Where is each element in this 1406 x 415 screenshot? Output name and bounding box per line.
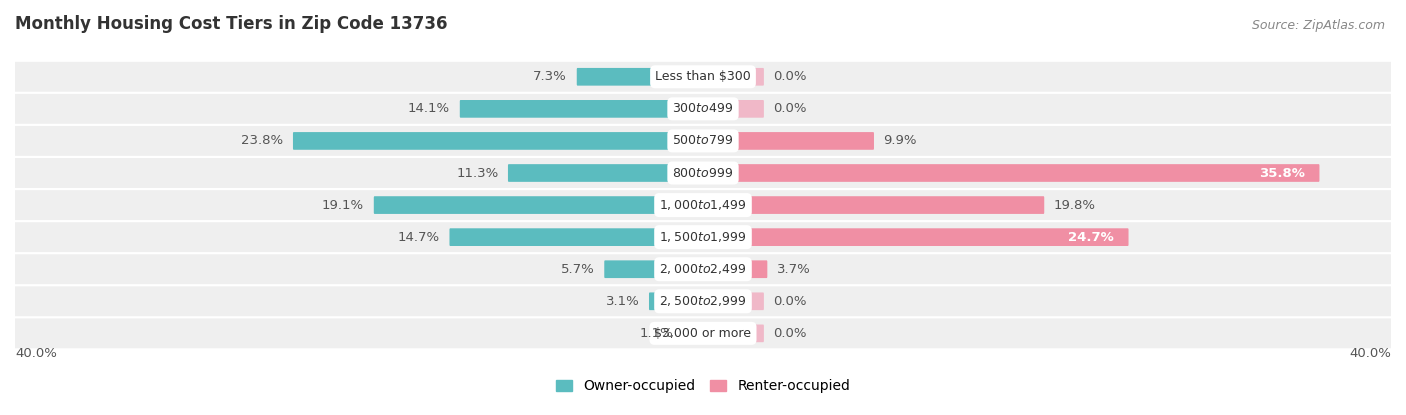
Text: 7.3%: 7.3% [533, 70, 567, 83]
FancyBboxPatch shape [703, 164, 1319, 182]
Text: 23.8%: 23.8% [242, 134, 284, 147]
Text: 35.8%: 35.8% [1260, 166, 1305, 180]
Text: 9.9%: 9.9% [883, 134, 917, 147]
FancyBboxPatch shape [703, 68, 763, 85]
FancyBboxPatch shape [14, 126, 1392, 156]
Text: Monthly Housing Cost Tiers in Zip Code 13736: Monthly Housing Cost Tiers in Zip Code 1… [15, 15, 447, 33]
Text: $800 to $999: $800 to $999 [672, 166, 734, 180]
FancyBboxPatch shape [460, 100, 703, 118]
FancyBboxPatch shape [703, 196, 1045, 214]
FancyBboxPatch shape [703, 293, 763, 310]
Text: $1,500 to $1,999: $1,500 to $1,999 [659, 230, 747, 244]
Text: 14.1%: 14.1% [408, 103, 450, 115]
Text: 19.1%: 19.1% [322, 198, 364, 212]
FancyBboxPatch shape [14, 62, 1392, 92]
Text: 19.8%: 19.8% [1054, 198, 1095, 212]
FancyBboxPatch shape [703, 260, 768, 278]
Text: 0.0%: 0.0% [773, 70, 807, 83]
FancyBboxPatch shape [703, 325, 763, 342]
FancyBboxPatch shape [14, 286, 1392, 316]
FancyBboxPatch shape [703, 100, 763, 118]
FancyBboxPatch shape [14, 94, 1392, 124]
Text: $300 to $499: $300 to $499 [672, 103, 734, 115]
FancyBboxPatch shape [374, 196, 703, 214]
FancyBboxPatch shape [14, 158, 1392, 188]
FancyBboxPatch shape [605, 260, 703, 278]
Text: 40.0%: 40.0% [15, 347, 56, 360]
Text: 5.7%: 5.7% [561, 263, 595, 276]
Text: 0.0%: 0.0% [773, 103, 807, 115]
Text: Less than $300: Less than $300 [655, 70, 751, 83]
FancyBboxPatch shape [703, 228, 1129, 246]
FancyBboxPatch shape [650, 293, 703, 310]
Text: 40.0%: 40.0% [1350, 347, 1391, 360]
Text: $2,000 to $2,499: $2,000 to $2,499 [659, 262, 747, 276]
Text: $3,000 or more: $3,000 or more [655, 327, 751, 340]
FancyBboxPatch shape [292, 132, 703, 150]
Text: 14.7%: 14.7% [398, 231, 440, 244]
Text: Source: ZipAtlas.com: Source: ZipAtlas.com [1251, 19, 1385, 32]
Text: 3.1%: 3.1% [606, 295, 640, 308]
FancyBboxPatch shape [14, 190, 1392, 220]
Text: 3.7%: 3.7% [778, 263, 811, 276]
FancyBboxPatch shape [14, 318, 1392, 348]
Text: $1,000 to $1,499: $1,000 to $1,499 [659, 198, 747, 212]
FancyBboxPatch shape [14, 222, 1392, 252]
FancyBboxPatch shape [450, 228, 703, 246]
Text: 0.0%: 0.0% [773, 327, 807, 340]
Text: $2,500 to $2,999: $2,500 to $2,999 [659, 294, 747, 308]
Legend: Owner-occupied, Renter-occupied: Owner-occupied, Renter-occupied [550, 374, 856, 399]
FancyBboxPatch shape [508, 164, 703, 182]
FancyBboxPatch shape [683, 325, 703, 342]
Text: 1.1%: 1.1% [640, 327, 673, 340]
Text: 0.0%: 0.0% [773, 295, 807, 308]
Text: $500 to $799: $500 to $799 [672, 134, 734, 147]
FancyBboxPatch shape [576, 68, 703, 85]
Text: 11.3%: 11.3% [456, 166, 498, 180]
FancyBboxPatch shape [14, 254, 1392, 284]
Text: 24.7%: 24.7% [1069, 231, 1114, 244]
FancyBboxPatch shape [703, 132, 875, 150]
